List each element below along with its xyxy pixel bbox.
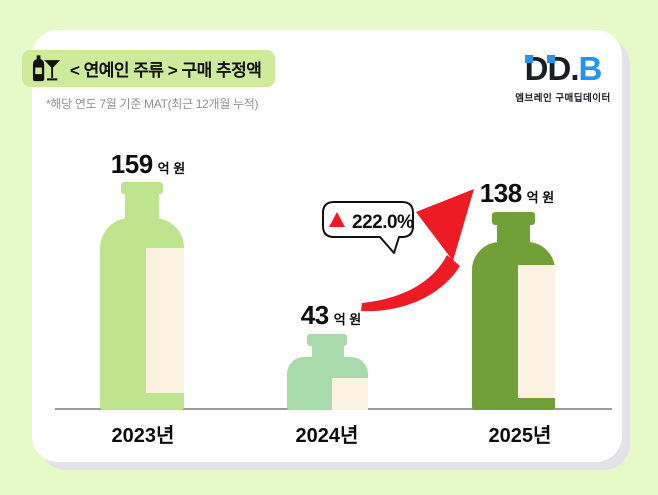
bottle-cap (492, 212, 535, 225)
logo-letter-d1: D (524, 50, 548, 87)
category-label-2024: 2024년 (295, 425, 359, 447)
value-number: 159 (110, 149, 153, 179)
value-label-2024: 43 억 원 (271, 300, 391, 331)
brand-tagline: 엠브레인 구매딥데이터 (515, 93, 611, 104)
logo-letter-b: B (578, 50, 603, 87)
wine-bottle-cocktail-icon (32, 55, 61, 82)
logo-letter-d2: D (547, 50, 571, 87)
bottle-cap (307, 334, 347, 346)
bottle-cap (121, 182, 163, 194)
bottle-neck (312, 344, 344, 359)
bottle-sticker (332, 378, 368, 410)
title-badge: < 연예인 주류 > 구매 추정액 (22, 50, 276, 87)
value-label-2023: 159 억 원 (88, 149, 208, 180)
logo-dot: . (570, 50, 579, 87)
value-number: 138 (479, 178, 522, 208)
bottle-sticker (518, 265, 555, 398)
value-label-2025: 138 억 원 (457, 178, 577, 209)
bottle-sticker (146, 248, 184, 393)
value-unit: 억 원 (333, 312, 362, 327)
category-label-2025: 2025년 (488, 425, 552, 447)
bottle-neck (125, 192, 159, 220)
category-label-2023: 2023년 (111, 425, 175, 447)
footnote: *해당 연도 7월 기준 MAT(최근 12개월 누적) (46, 97, 259, 111)
page-title: < 연예인 주류 > 구매 추정액 (70, 61, 262, 80)
value-number: 43 (300, 300, 329, 330)
value-unit: 억 원 (526, 190, 555, 205)
value-unit: 억 원 (157, 161, 186, 176)
bottle-neck (497, 223, 530, 244)
